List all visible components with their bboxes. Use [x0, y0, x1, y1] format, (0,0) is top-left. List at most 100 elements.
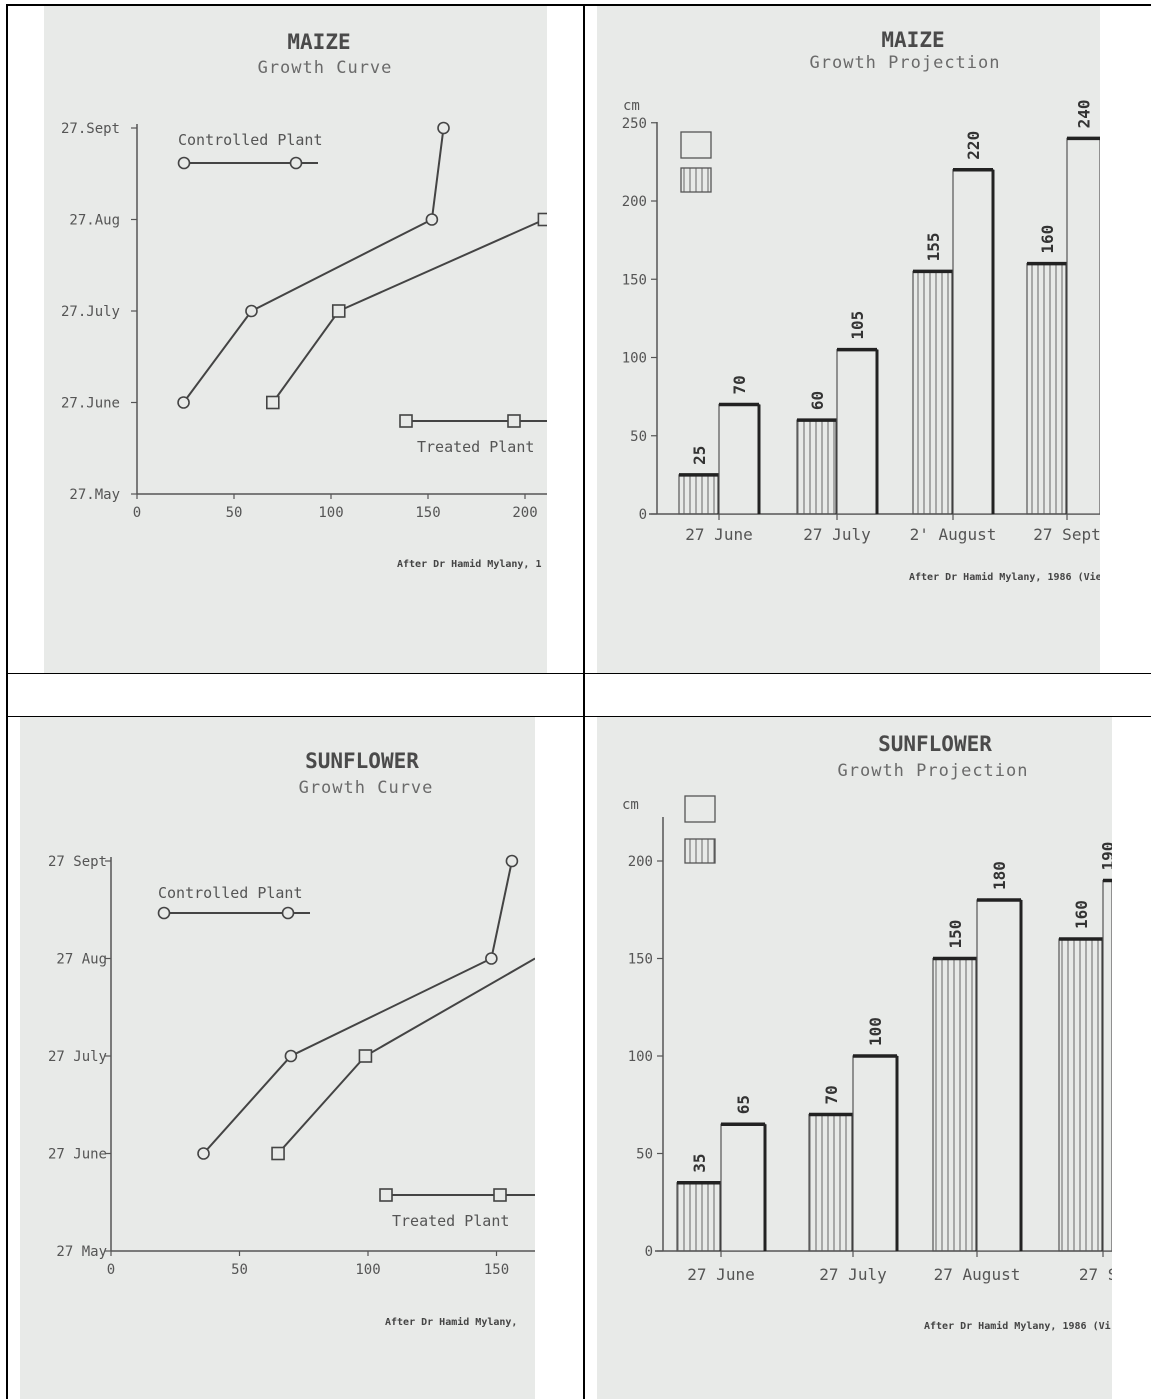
series-treated-point — [271, 1146, 285, 1161]
bar-value-label: 190 — [1099, 842, 1113, 871]
x-tick-label: 100 — [318, 505, 343, 521]
x-tick-label: 0 — [107, 1262, 115, 1278]
table-row-divider-1 — [6, 673, 1151, 674]
x-tick-label: 27 June — [687, 1265, 754, 1284]
sunflower-growth-projection-chart: SUNFLOWER Growth Projection cm 0 50 100 150… — [622, 732, 1113, 1332]
y-tick-label: 150 — [628, 952, 653, 968]
bar-hatched — [932, 957, 978, 1252]
series-controlled-line — [182, 127, 445, 404]
x-tick-label: 100 — [355, 1262, 380, 1278]
bar-plain — [852, 1055, 898, 1252]
y-tick-label: 27 June — [48, 1147, 107, 1163]
chart-credit: After Dr Hamid Mylany, 1986 (Vienna — [909, 571, 1100, 583]
y-tick-label: 100 — [622, 351, 647, 367]
y-tick-label: 27 May — [56, 1244, 107, 1260]
chart-marks: 25 70 60 105 155 220 160 240 — [678, 99, 1100, 520]
chart-axes — [136, 124, 547, 495]
chart-subtitle: Growth Curve — [299, 778, 434, 798]
series-controlled-point — [245, 304, 258, 318]
y-tick-label: 27.Sept — [61, 121, 120, 137]
bar-value-label: 35 — [690, 1153, 709, 1172]
legend-hatched-box — [684, 838, 716, 864]
chart-title: SUNFLOWER — [305, 749, 419, 773]
bar-hatched — [796, 419, 838, 515]
table-border-top — [6, 4, 1151, 6]
maize-growth-curve-chart: MAIZE Growth Curve 0 50 100 150 200 27.May 27.… — [61, 30, 547, 570]
series-controlled-point — [425, 213, 439, 226]
bar-value-label: 155 — [924, 233, 943, 262]
chart-title: SUNFLOWER — [878, 732, 992, 756]
bar-hatched — [912, 270, 954, 515]
sunflower-growth-curve-photo: SUNFLOWER Growth Curve 0 50 100 150 27 May 27… — [20, 717, 535, 1399]
x-tick-label: 200 — [512, 505, 537, 521]
maize-growth-projection-chart: MAIZE Growth Projection cm 0 50 100 150 200 2… — [622, 28, 1100, 583]
y-tick-label: 150 — [622, 272, 647, 288]
bar-plain — [720, 1123, 766, 1252]
series-controlled-point — [197, 1147, 210, 1160]
legend-controlled-label: Controlled Plant — [178, 131, 323, 149]
series-treated-point — [358, 1049, 373, 1063]
chart-credit: After Dr Hamid Mylany, 1986 (Vi — [924, 1320, 1111, 1332]
x-tick-label: 27 June — [685, 525, 752, 544]
bar-plain — [1066, 137, 1100, 515]
x-tick-label: 27 Se — [1079, 1265, 1112, 1284]
bar-value-label: 160 — [1072, 900, 1091, 929]
series-controlled-point — [437, 121, 450, 135]
y-tick-label: 0 — [645, 1244, 653, 1260]
chart-ticks: 0 50 100 150 200 27.May 27.June 27.July 27.Aug 27… — [61, 121, 538, 521]
bar-value-label: 105 — [848, 311, 867, 340]
legend-treated-marker — [399, 414, 413, 428]
bar-hatched — [808, 1113, 854, 1252]
legend-controlled-marker — [177, 156, 191, 170]
bar-value-label: 65 — [734, 1095, 753, 1114]
sunflower-growth-projection-photo: SUNFLOWER Growth Projection cm 0 50 100 150… — [597, 717, 1112, 1399]
y-unit-label: cm — [622, 797, 639, 813]
chart-axes — [110, 857, 535, 1252]
y-tick-label: 200 — [622, 194, 647, 210]
series-treated-point — [537, 212, 547, 227]
chart-marks — [197, 854, 535, 1161]
legend-controlled-marker — [157, 906, 171, 920]
bar-plain — [976, 899, 1022, 1252]
bar-hatched — [1026, 263, 1068, 515]
chart-legend — [680, 131, 712, 193]
y-tick-label: 27 Sept — [48, 854, 107, 870]
series-treated-line — [277, 957, 535, 1155]
y-tick-label: 27 Aug — [56, 952, 107, 968]
chart-subtitle: Growth Projection — [838, 761, 1029, 781]
series-controlled-point — [284, 1049, 298, 1063]
chart-legend — [684, 795, 716, 864]
chart-title: MAIZE — [881, 28, 944, 52]
y-tick-label: 200 — [628, 854, 653, 870]
legend-treated-marker — [507, 414, 521, 428]
legend-controlled-label: Controlled Plant — [158, 884, 303, 902]
y-tick-label: 27.Aug — [69, 213, 120, 229]
y-tick-label: 27.July — [61, 304, 120, 320]
series-treated-point — [331, 304, 346, 318]
chart-subtitle: Growth Projection — [810, 53, 1001, 73]
x-tick-label: 0 — [133, 505, 141, 521]
table-border-middle — [583, 4, 585, 1399]
series-treated-point — [266, 395, 280, 410]
series-controlled-point — [505, 854, 519, 868]
x-tick-label: 2' August — [910, 525, 997, 544]
y-tick-label: 27.June — [61, 396, 120, 412]
bar-plain — [1102, 879, 1112, 1252]
legend-hatched-box — [680, 167, 712, 193]
chart-legend: Controlled Plant Treated Plant — [157, 884, 535, 1230]
bar-hatched — [676, 1182, 722, 1252]
bar-value-label: 180 — [990, 861, 1009, 890]
y-unit-label: cm — [623, 98, 640, 114]
y-tick-label: 0 — [639, 507, 647, 523]
bar-plain — [836, 349, 878, 515]
legend-treated-marker — [379, 1188, 393, 1202]
y-tick-label: 250 — [622, 116, 647, 132]
chart-marks — [177, 121, 547, 410]
x-tick-label: 50 — [226, 505, 243, 521]
y-tick-label: 27 July — [48, 1049, 107, 1065]
bar-plain — [718, 403, 760, 515]
chart-legend: Controlled Plant Treated Plant — [177, 131, 547, 456]
table-border-left — [6, 4, 8, 1399]
x-tick-label: 27 Sept — [1033, 525, 1100, 544]
x-tick-label: 27 July — [803, 525, 871, 544]
